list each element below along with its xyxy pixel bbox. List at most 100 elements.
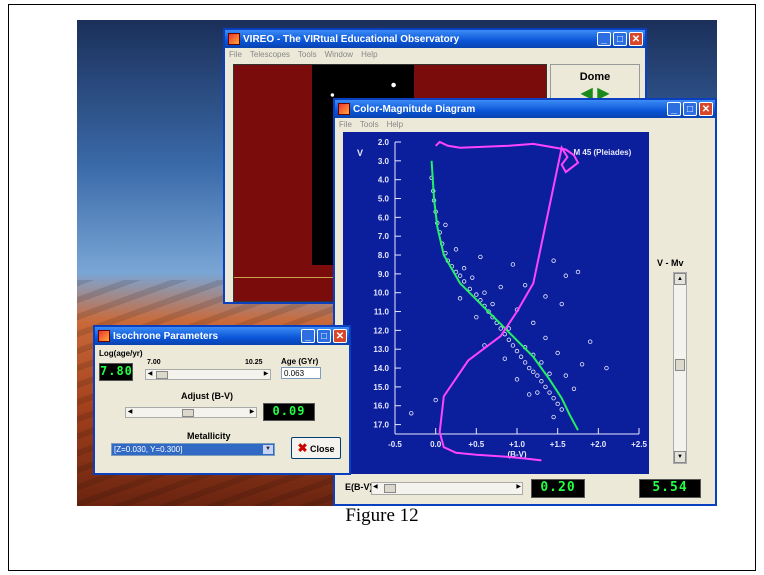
x-tick-label: -0.5 bbox=[388, 440, 402, 449]
star-point bbox=[579, 362, 585, 367]
menu-tools[interactable]: Tools bbox=[359, 119, 379, 129]
x-tick-label: +1.0 bbox=[509, 440, 525, 449]
scroll-right-icon[interactable]: ▶ bbox=[263, 371, 269, 377]
close-x-icon: ✖ bbox=[297, 441, 308, 455]
cmd-titlebar[interactable]: Color-Magnitude Diagram _ □ ✕ bbox=[335, 100, 715, 118]
adjust-label: Adjust (B-V) bbox=[181, 391, 233, 401]
maximize-icon[interactable]: □ bbox=[317, 329, 331, 343]
cmd-plot: 2.0 3.0 4.0 5.0 6.0 7.0 8.0 9.0 10.0 11.0 12.0 13.0… bbox=[343, 132, 649, 474]
slider-thumb[interactable] bbox=[384, 484, 396, 493]
menu-file[interactable]: File bbox=[339, 119, 352, 129]
distance-modulus-slider[interactable]: ▲ ▼ bbox=[673, 272, 687, 464]
star-point bbox=[547, 371, 552, 376]
y-tick-label: 4.0 bbox=[378, 176, 390, 185]
scroll-left-icon[interactable]: ◀ bbox=[147, 371, 153, 377]
y-tick-label: 11.0 bbox=[374, 308, 390, 317]
metallicity-select[interactable]: [Z=0.030, Y=0.300] ▼ bbox=[111, 443, 275, 456]
scroll-down-icon[interactable]: ▼ bbox=[674, 451, 686, 463]
vireo-titlebar[interactable]: VIREO - The VIRtual Educational Observat… bbox=[225, 30, 645, 48]
dome-left-arrow-icon[interactable]: ◀ bbox=[580, 85, 593, 102]
star-point bbox=[551, 396, 556, 401]
star-point bbox=[555, 401, 560, 407]
slider-thumb[interactable] bbox=[156, 371, 168, 379]
age-max-label: 10.25 bbox=[245, 359, 263, 366]
close-icon[interactable]: ✕ bbox=[699, 102, 713, 116]
menu-window[interactable]: Window bbox=[324, 49, 354, 59]
x-tick-label: +2.5 bbox=[631, 440, 647, 449]
star-point bbox=[498, 284, 503, 290]
close-icon[interactable]: ✕ bbox=[629, 32, 643, 46]
scroll-right-icon[interactable]: ▶ bbox=[249, 409, 255, 415]
menu-help[interactable]: Help bbox=[386, 119, 404, 129]
vireo-menubar: File Telescopes Tools Window Help bbox=[225, 48, 645, 60]
y-tick-label: 8.0 bbox=[378, 251, 390, 260]
adjust-display: 0.09 bbox=[263, 403, 315, 421]
y-tick-label: 12.0 bbox=[373, 326, 389, 335]
log-age-slider[interactable]: ◀ ▶ bbox=[145, 369, 271, 380]
distance-panel: V - Mv ▲ ▼ bbox=[653, 132, 713, 472]
isochrone-titlebar[interactable]: Isochrone Parameters _ □ ✕ bbox=[95, 327, 349, 345]
reddening-slider[interactable]: ◀ ▶ bbox=[371, 482, 523, 495]
fit-line bbox=[430, 160, 579, 431]
star-point bbox=[510, 343, 516, 348]
star-point bbox=[535, 373, 540, 378]
y-axis-label: V bbox=[357, 148, 363, 158]
y-tick-label: 2.0 bbox=[378, 138, 390, 147]
minimize-icon[interactable]: _ bbox=[597, 32, 611, 46]
minimize-icon[interactable]: _ bbox=[301, 329, 315, 343]
star-point bbox=[478, 298, 483, 303]
star-point bbox=[457, 273, 463, 278]
star-point bbox=[526, 392, 532, 397]
x-axis-label: (B-V) bbox=[507, 450, 526, 459]
x-tick-label: +0.5 bbox=[468, 440, 484, 449]
dome-label: Dome bbox=[579, 71, 611, 83]
star-point bbox=[547, 390, 552, 395]
star-point bbox=[604, 365, 609, 371]
cmd-chart: 2.0 3.0 4.0 5.0 6.0 7.0 8.0 9.0 10.0 11.0 12.0 13.0… bbox=[357, 138, 647, 462]
menu-file[interactable]: File bbox=[229, 49, 242, 59]
age-min-label: 7.00 bbox=[147, 359, 161, 366]
star-point bbox=[522, 282, 528, 288]
star-point bbox=[531, 320, 536, 326]
slider-thumb[interactable] bbox=[675, 359, 685, 371]
scroll-right-icon[interactable]: ▶ bbox=[516, 484, 521, 490]
star-point bbox=[478, 254, 483, 260]
close-button-label: Close bbox=[310, 444, 335, 454]
adjust-slider[interactable]: ◀ ▶ bbox=[125, 407, 257, 418]
star-point bbox=[498, 326, 503, 331]
slider-thumb[interactable] bbox=[182, 409, 194, 417]
distance-modulus-display: 5.54 bbox=[639, 479, 701, 498]
chart-title: M 45 (Pleiades) bbox=[573, 148, 631, 157]
maximize-icon[interactable]: □ bbox=[613, 32, 627, 46]
chevron-down-icon[interactable]: ▼ bbox=[263, 445, 273, 454]
scroll-left-icon[interactable]: ◀ bbox=[127, 409, 133, 415]
star-point bbox=[457, 296, 463, 301]
menu-tools[interactable]: Tools bbox=[297, 49, 317, 59]
scroll-left-icon[interactable]: ◀ bbox=[373, 484, 378, 490]
star-point bbox=[453, 247, 459, 252]
minimize-icon[interactable]: _ bbox=[667, 102, 681, 116]
reddening-display: 0.20 bbox=[531, 479, 585, 498]
star-point bbox=[587, 339, 593, 344]
close-button[interactable]: ✖ Close bbox=[291, 437, 341, 459]
menu-telescopes[interactable]: Telescopes bbox=[249, 49, 290, 59]
x-tick-label: 0.0 bbox=[430, 440, 442, 449]
menu-help[interactable]: Help bbox=[361, 49, 378, 59]
star-point bbox=[575, 269, 581, 275]
star-point bbox=[486, 309, 491, 314]
cmd-menubar: File Tools Help bbox=[335, 118, 715, 130]
log-age-display: 7.80 bbox=[99, 363, 133, 381]
star-point bbox=[506, 337, 512, 343]
age-gyr-field[interactable]: 0.063 bbox=[281, 367, 321, 379]
app-icon bbox=[338, 103, 350, 115]
close-icon[interactable]: ✕ bbox=[333, 329, 347, 343]
star-point bbox=[563, 273, 568, 278]
dome-right-arrow-icon[interactable]: ▶ bbox=[597, 85, 610, 102]
maximize-icon[interactable]: □ bbox=[683, 102, 697, 116]
cmd-title: Color-Magnitude Diagram bbox=[353, 103, 476, 115]
distance-modulus-label: V - Mv bbox=[657, 258, 684, 268]
scroll-up-icon[interactable]: ▲ bbox=[674, 273, 686, 285]
vireo-title: VIREO - The VIRtual Educational Observat… bbox=[243, 33, 460, 45]
isochrone-line bbox=[435, 140, 580, 462]
star-point bbox=[535, 390, 540, 395]
